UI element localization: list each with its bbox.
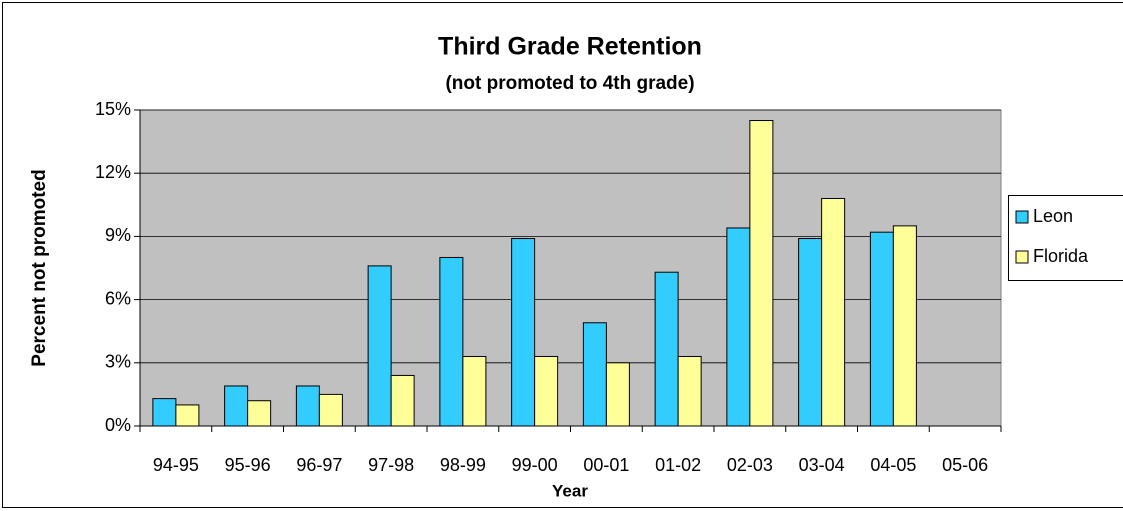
bar bbox=[152, 398, 177, 427]
bar bbox=[749, 120, 774, 427]
x-tick-label: 98-99 bbox=[440, 455, 486, 475]
bar bbox=[247, 400, 272, 427]
y-tick-label: 0% bbox=[105, 415, 131, 435]
y-tick-label: 15% bbox=[95, 99, 131, 119]
bar bbox=[318, 393, 343, 427]
legend bbox=[1008, 195, 1123, 281]
x-tick-label: 94-95 bbox=[153, 455, 199, 475]
x-tick-label: 01-02 bbox=[655, 455, 701, 475]
bar bbox=[390, 374, 415, 427]
bar bbox=[582, 322, 607, 427]
x-tick-label: 00-01 bbox=[583, 455, 629, 475]
legend-label: Florida bbox=[1033, 246, 1089, 266]
y-tick-label: 9% bbox=[105, 225, 131, 245]
x-tick-label: 97-98 bbox=[368, 455, 414, 475]
bar bbox=[439, 256, 464, 427]
x-tick-label: 02-03 bbox=[727, 455, 773, 475]
x-tick-label: 99-00 bbox=[512, 455, 558, 475]
bar bbox=[726, 227, 751, 427]
bar bbox=[605, 362, 630, 427]
x-tick-label: 95-96 bbox=[225, 455, 271, 475]
bar bbox=[654, 271, 679, 427]
x-tick-label: 96-97 bbox=[296, 455, 342, 475]
bar bbox=[511, 238, 536, 427]
bar bbox=[798, 238, 823, 427]
legend-swatch bbox=[1015, 210, 1029, 224]
plot-area bbox=[139, 109, 1002, 427]
y-tick-label: 6% bbox=[105, 288, 131, 308]
y-tick-label: 3% bbox=[105, 352, 131, 372]
x-axis-label: Year bbox=[552, 481, 588, 500]
bar bbox=[534, 355, 559, 427]
bar bbox=[462, 355, 487, 427]
y-tick-label: 12% bbox=[95, 162, 131, 182]
legend-swatch bbox=[1015, 250, 1029, 264]
bar bbox=[295, 385, 320, 427]
bar bbox=[821, 197, 846, 427]
bar bbox=[677, 355, 702, 427]
x-tick-label: 05-06 bbox=[942, 455, 988, 475]
legend-label: Leon bbox=[1033, 206, 1073, 226]
chart-title: Third Grade Retention bbox=[438, 33, 702, 61]
bar bbox=[175, 404, 200, 427]
bar bbox=[869, 231, 894, 427]
x-tick-label: 04-05 bbox=[870, 455, 916, 475]
y-axis-label: Percent not promoted bbox=[29, 169, 50, 366]
bar bbox=[892, 225, 917, 427]
bar bbox=[224, 385, 249, 427]
x-tick-label: 03-04 bbox=[799, 455, 845, 475]
chart-subtitle: (not promoted to 4th grade) bbox=[445, 73, 694, 94]
bar bbox=[367, 265, 392, 427]
